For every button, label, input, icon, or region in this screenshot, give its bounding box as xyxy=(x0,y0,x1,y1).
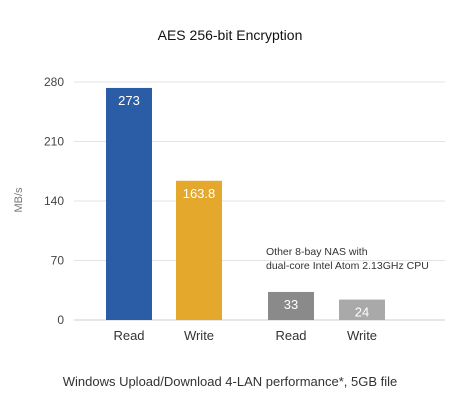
bar-2 xyxy=(176,180,222,320)
y-tick-label: 280 xyxy=(44,75,64,89)
y-tick-label: 140 xyxy=(44,194,64,208)
category-label: Read xyxy=(113,328,144,343)
bars: 273 Read 163.8 Write 33 Read 24 Write xyxy=(106,87,385,343)
annotation-line: Other 8-bay NAS with xyxy=(266,246,368,258)
y-tick-label: 0 xyxy=(57,313,64,327)
bar-3 xyxy=(268,291,314,320)
data-label: 24 xyxy=(355,305,369,320)
bar-1 xyxy=(106,87,152,320)
y-tick-label: 70 xyxy=(51,254,65,268)
chart-caption: Windows Upload/Download 4-LAN performanc… xyxy=(63,374,398,389)
category-label: Read xyxy=(275,328,306,343)
data-label: 163.8 xyxy=(183,186,216,201)
category-label: Write xyxy=(184,328,214,343)
data-label: 273 xyxy=(118,93,140,108)
chart-title: AES 256-bit Encryption xyxy=(158,27,303,43)
data-label: 33 xyxy=(284,297,298,312)
annotation-line: dual-core Intel Atom 2.13GHz CPU xyxy=(266,260,429,272)
y-axis-ticks: 0 70 140 210 280 xyxy=(44,75,64,327)
y-axis-label: MB/s xyxy=(13,187,25,213)
bar-4 xyxy=(339,299,385,320)
category-label: Write xyxy=(347,328,377,343)
y-tick-label: 210 xyxy=(44,135,64,149)
annotation: Other 8-bay NAS with dual-core Intel Atom… xyxy=(266,246,429,272)
